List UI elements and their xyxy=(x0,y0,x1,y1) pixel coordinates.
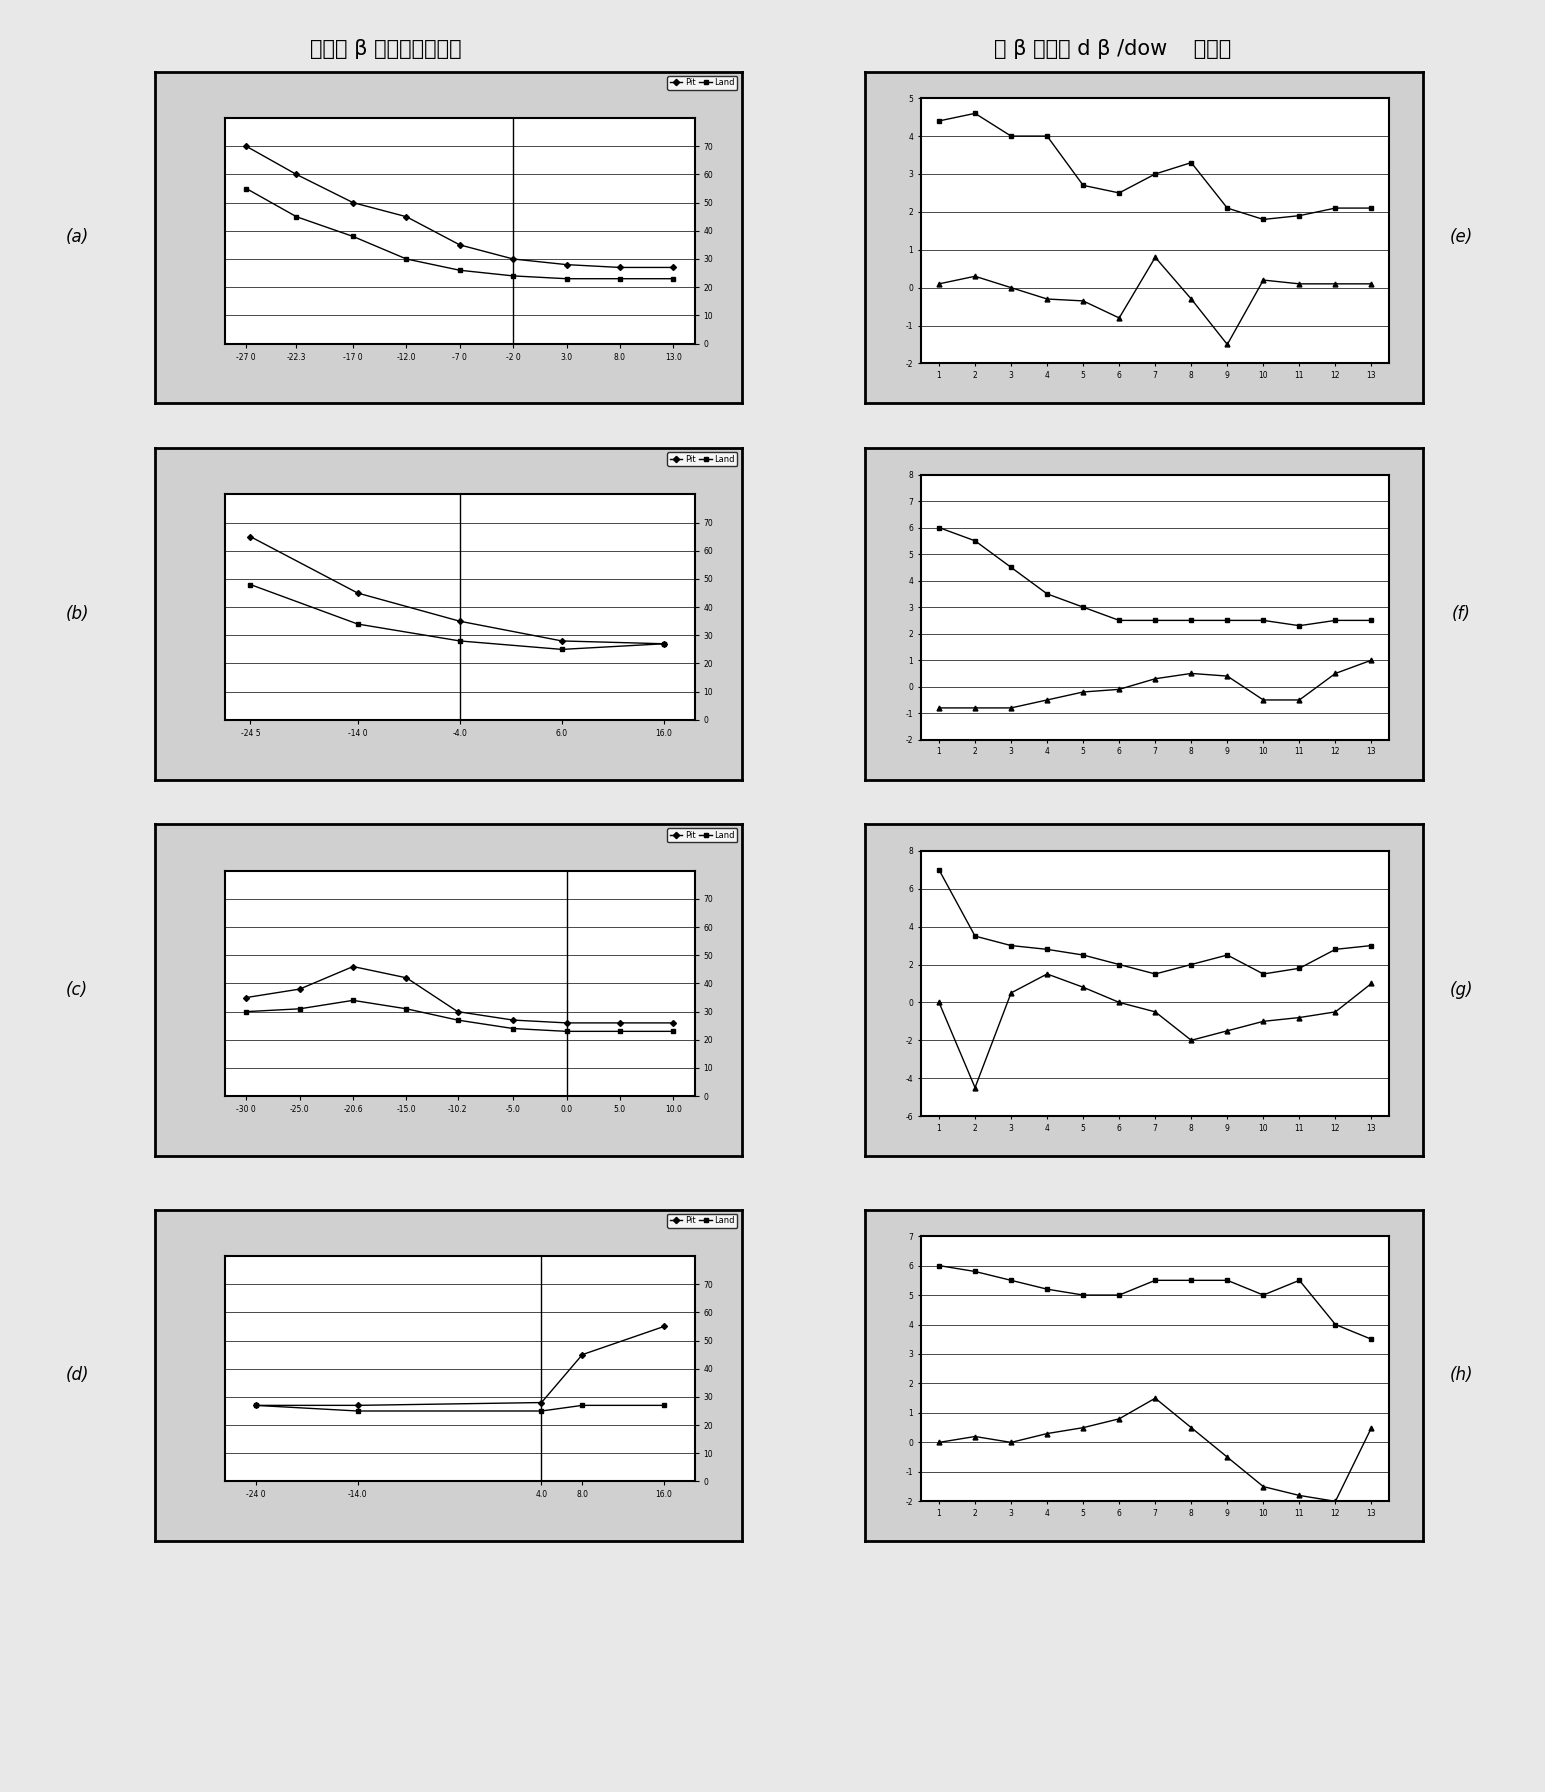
Text: (c): (c) xyxy=(66,980,88,1000)
Legend: Pit, Land: Pit, Land xyxy=(667,75,737,90)
Text: (h): (h) xyxy=(1449,1366,1474,1385)
Legend: Pit, Land: Pit, Land xyxy=(667,452,737,466)
Legend: Pit, Land: Pit, Land xyxy=(667,828,737,842)
Text: (a): (a) xyxy=(65,228,90,247)
Text: (d): (d) xyxy=(65,1366,90,1385)
Text: (b): (b) xyxy=(65,604,90,624)
Text: 与实际 β 相应的颤动图表: 与实际 β 相应的颤动图表 xyxy=(311,39,462,59)
Text: (f): (f) xyxy=(1452,604,1471,624)
Legend: Pit, Land: Pit, Land xyxy=(667,1213,737,1228)
Text: (g): (g) xyxy=(1449,980,1474,1000)
Text: 与 β 相应的 d β /dow    的图表: 与 β 相应的 d β /dow 的图表 xyxy=(993,39,1231,59)
Text: (e): (e) xyxy=(1449,228,1474,247)
